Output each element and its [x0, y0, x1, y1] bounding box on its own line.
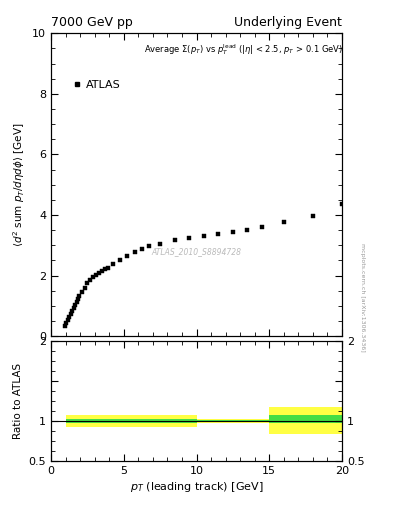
Y-axis label: Ratio to ATLAS: Ratio to ATLAS	[13, 363, 23, 439]
X-axis label: $p_T$ (leading track) [GeV]: $p_T$ (leading track) [GeV]	[130, 480, 263, 494]
Text: 7000 GeV pp: 7000 GeV pp	[51, 16, 133, 29]
Text: ATLAS_2010_S8894728: ATLAS_2010_S8894728	[151, 247, 242, 256]
Legend: ATLAS: ATLAS	[68, 75, 125, 94]
Text: Average $\Sigma(p_T)$ vs $p_T^{\rm lead}$ ($|\eta|$ < 2.5, $p_T$ > 0.1 GeV): Average $\Sigma(p_T)$ vs $p_T^{\rm lead}…	[144, 42, 343, 57]
Y-axis label: $\langle d^2$ sum $p_T/d\eta d\phi\rangle$ [GeV]: $\langle d^2$ sum $p_T/d\eta d\phi\rangl…	[11, 122, 27, 247]
Text: mcplots.cern.ch [arXiv:1306.3436]: mcplots.cern.ch [arXiv:1306.3436]	[360, 243, 365, 351]
Text: Underlying Event: Underlying Event	[234, 16, 342, 29]
